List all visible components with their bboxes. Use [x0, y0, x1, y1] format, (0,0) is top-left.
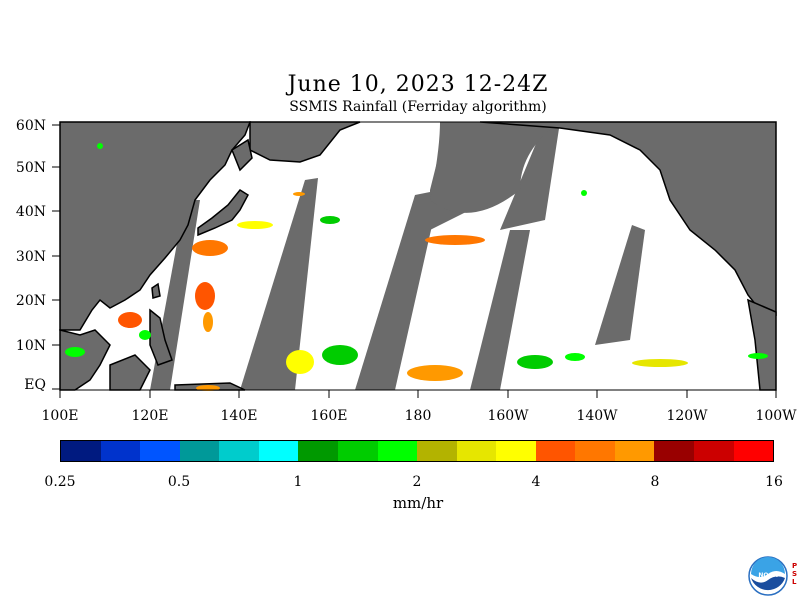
- colorbar-swatch: [654, 441, 694, 461]
- rain-patch: [192, 240, 228, 256]
- colorbar-tick: 1: [293, 474, 303, 490]
- colorbar-tick: 8: [650, 474, 660, 490]
- rain-patch: [407, 365, 463, 381]
- colorbar-tick: 0.25: [44, 474, 76, 490]
- lat-label: EQ: [24, 377, 46, 393]
- colorbar-tick-labels: 0.25 0.5 1 2 4 8 16: [0, 474, 800, 494]
- lon-label: 140E: [221, 408, 258, 424]
- colorbar-swatch: [179, 441, 220, 461]
- colorbar-units: mm/hr: [392, 494, 444, 512]
- rain-patch: [139, 330, 151, 340]
- colorbar-swatch: [140, 441, 180, 461]
- colorbar-tick: 2: [412, 474, 422, 490]
- lon-ticks: [59, 390, 777, 398]
- rainfall-map: 60N 50N 40N 30N 20N 10N EQ 100E 120E 140…: [16, 118, 798, 424]
- lat-label: 60N: [16, 118, 46, 134]
- no-data-arc: [430, 122, 560, 213]
- lat-labels: 60N 50N 40N 30N 20N 10N EQ: [16, 118, 46, 393]
- svg-text:NOAA: NOAA: [758, 572, 778, 579]
- rain-patch: [97, 143, 103, 149]
- lon-label: 120E: [132, 408, 169, 424]
- rain-patch: [322, 345, 358, 365]
- noaa-logo: NOAA: [748, 556, 788, 596]
- rain-patch: [581, 190, 587, 196]
- land-borneo: [109, 354, 151, 391]
- no-data-swath-2: [240, 178, 318, 390]
- rain-patch: [748, 353, 768, 359]
- lat-label: 40N: [16, 204, 46, 220]
- lon-label: 180: [405, 408, 432, 424]
- lon-label: 160E: [311, 408, 348, 424]
- rain-patch: [565, 353, 585, 361]
- land-philippines: [149, 308, 173, 366]
- colorbar-swatch: [377, 441, 418, 461]
- rain-patch: [632, 359, 688, 367]
- colorbar-swatch: [575, 441, 615, 461]
- no-data-swath-3: [355, 190, 440, 390]
- lat-label: 20N: [16, 293, 46, 309]
- colorbar-swatch: [496, 441, 536, 461]
- land-taiwan: [151, 282, 161, 299]
- colorbar-swatch: [258, 441, 299, 461]
- rain-patch: [425, 235, 485, 245]
- lon-label: 120W: [666, 408, 708, 424]
- colorbar-swatch: [417, 441, 457, 461]
- colorbar-swatch: [100, 441, 141, 461]
- colorbar-swatch: [535, 441, 576, 461]
- colorbar-swatch: [733, 441, 774, 461]
- lon-labels: 100E 120E 140E 160E 180 160W 140W 120W 1…: [42, 408, 798, 424]
- rain-patch: [286, 350, 314, 374]
- lon-label: 100W: [755, 408, 797, 424]
- map-title: June 10, 2023 12-24Z: [287, 72, 549, 97]
- colorbar-swatch: [456, 441, 497, 461]
- land-kamchatka: [231, 138, 253, 172]
- colorbar: [60, 440, 774, 462]
- colorbar-swatch: [219, 441, 259, 461]
- no-data-swath-6: [500, 122, 560, 230]
- no-data-swaths: [150, 122, 645, 390]
- land-siberia: [249, 121, 361, 163]
- rain-patches: [65, 143, 768, 391]
- colorbar-swatch: [298, 441, 338, 461]
- no-data-swath-5: [470, 230, 530, 390]
- rain-patch: [517, 355, 553, 369]
- lon-label: 160W: [487, 408, 529, 424]
- lat-label: 30N: [16, 249, 46, 265]
- colorbar-swatch: [614, 441, 655, 461]
- rain-patch: [65, 347, 85, 357]
- land-areas: [59, 121, 777, 391]
- colorbar-tick: 16: [765, 474, 783, 490]
- rain-patch: [118, 312, 142, 328]
- colorbar-swatch: [337, 441, 378, 461]
- lon-label: 140W: [576, 408, 618, 424]
- colorbar-tick: 0.5: [167, 474, 191, 490]
- land-japan: [197, 189, 249, 237]
- rain-patch: [237, 221, 273, 229]
- colorbar-swatch: [61, 441, 101, 461]
- rain-patch: [320, 216, 340, 224]
- lon-label: 100E: [42, 408, 79, 424]
- colorbar-swatch: [694, 441, 734, 461]
- map-subtitle: SSMIS Rainfall (Ferriday algorithm): [289, 99, 547, 115]
- lat-label: 10N: [16, 338, 46, 354]
- colorbar-tick: 4: [531, 474, 541, 490]
- rain-patch: [203, 312, 213, 332]
- no-data-swath-7: [595, 225, 645, 345]
- lat-ticks: [52, 124, 60, 390]
- rain-patch: [293, 192, 305, 196]
- rain-patch: [195, 282, 215, 310]
- lat-label: 50N: [16, 160, 46, 176]
